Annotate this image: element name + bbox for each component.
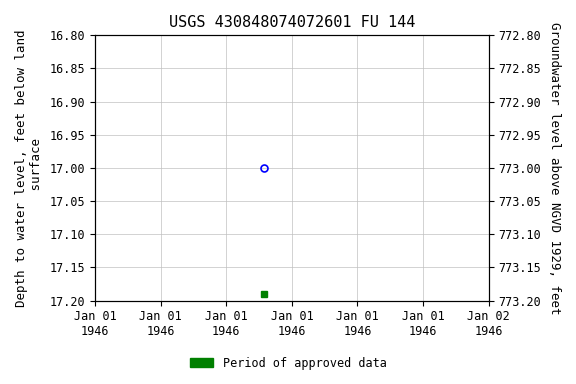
Y-axis label: Depth to water level, feet below land
 surface: Depth to water level, feet below land su…: [15, 29, 43, 307]
Y-axis label: Groundwater level above NGVD 1929, feet: Groundwater level above NGVD 1929, feet: [548, 22, 561, 314]
Legend: Period of approved data: Period of approved data: [185, 352, 391, 374]
Title: USGS 430848074072601 FU 144: USGS 430848074072601 FU 144: [169, 15, 415, 30]
